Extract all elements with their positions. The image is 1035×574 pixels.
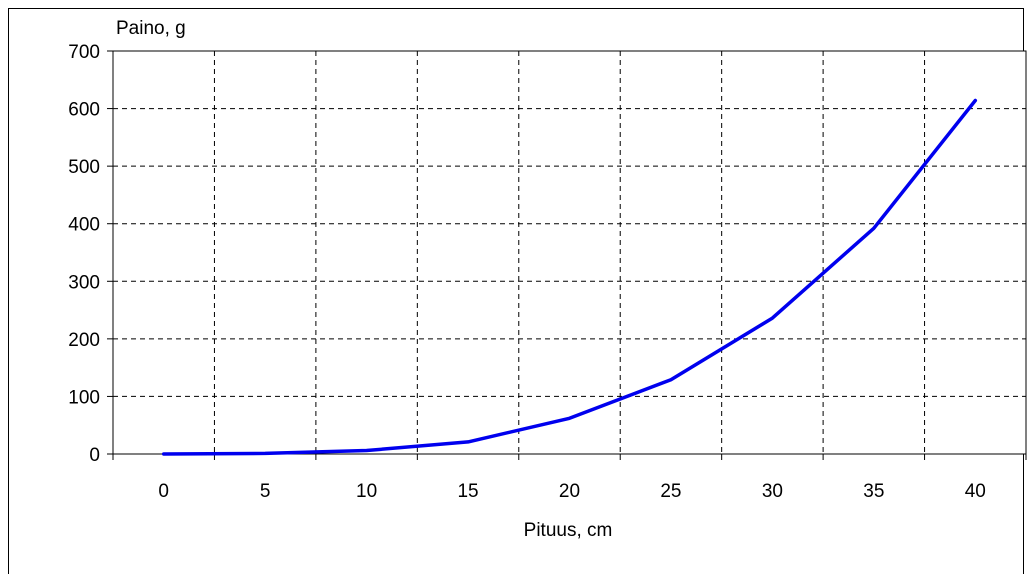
x-tick-label: 10 (356, 481, 377, 502)
x-tick-label: 0 (158, 481, 169, 502)
x-tick-label: 40 (965, 481, 986, 502)
x-tick-label: 5 (260, 481, 271, 502)
y-tick-label: 0 (89, 445, 100, 466)
y-tick-label: 700 (68, 42, 100, 63)
y-tick-label: 100 (68, 387, 100, 408)
y-tick-label: 500 (68, 157, 100, 178)
x-tick-label: 35 (863, 481, 884, 502)
y-tick-label: 300 (68, 272, 100, 293)
label-layer: 0 100 200 300 400 500 600 700 0 5 10 15 20 25 30 35 40 (68, 42, 986, 502)
grid-layer (113, 50, 1026, 454)
x-tick-label: 15 (457, 481, 478, 502)
x-tick-label: 30 (762, 481, 783, 502)
series-layer (161, 98, 978, 456)
plot-area (112, 50, 1027, 455)
y-tick-label: 200 (68, 330, 100, 351)
y-tick-label: 400 (68, 215, 100, 236)
series-line-0 (161, 98, 978, 456)
x-tick-label: 20 (559, 481, 580, 502)
x-axis-title: Pituus, cm (524, 520, 613, 541)
x-tick-label: 25 (660, 481, 681, 502)
y-axis-title: Paino, g (116, 18, 186, 39)
y-tick-label: 600 (68, 100, 100, 121)
